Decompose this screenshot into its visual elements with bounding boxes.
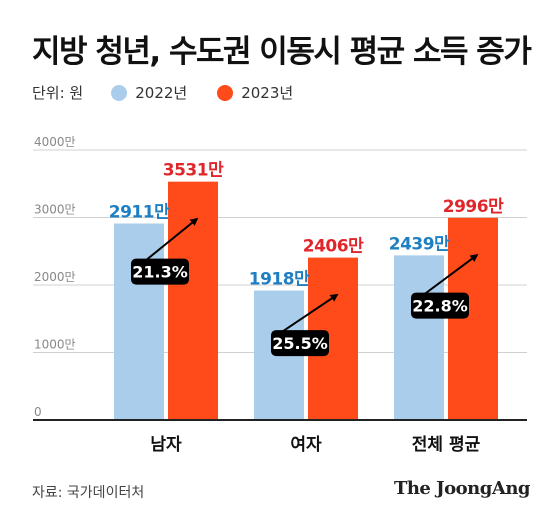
data-label-2022: 2911만: [109, 203, 170, 223]
legend-label-2023: 2023년: [241, 84, 294, 102]
data-label-2022: 1918만: [249, 270, 310, 290]
unit-label: 단위: 원: [32, 84, 84, 102]
bar-2023: [168, 181, 218, 420]
y-tick-label: 3000만: [34, 203, 76, 217]
data-label-2023: 2996만: [443, 197, 504, 217]
y-tick-label: 2000만: [34, 270, 76, 284]
growth-badge: [411, 292, 469, 319]
bar-2023: [448, 217, 498, 420]
bar-2022: [394, 255, 444, 420]
legend-swatch-2023: [217, 84, 234, 101]
data-label-2023: 3531만: [163, 161, 224, 181]
data-label-2022: 2439만: [389, 234, 450, 254]
x-category-label: 여자: [290, 435, 322, 455]
growth-badge: [271, 330, 329, 357]
growth-badge-label: 22.8%: [412, 297, 468, 316]
legend-swatch-2022: [111, 84, 128, 101]
legend-label-2022: 2022년: [135, 84, 188, 102]
brand-logo: The JoongAng: [393, 478, 531, 499]
x-category-label: 전체 평균: [412, 435, 481, 455]
x-category-label: 남자: [150, 435, 182, 455]
growth-badge: [131, 258, 189, 285]
legend: 단위: 원 2022년 2023년: [32, 82, 323, 103]
bar-2022: [114, 223, 164, 420]
data-label-2023: 2406만: [303, 237, 364, 257]
y-tick-label: 4000만: [34, 135, 76, 149]
y-tick-label: 0: [34, 405, 42, 419]
y-tick-label: 1000만: [34, 338, 76, 352]
chart-title: 지방 청년, 수도권 이동시 평균 소득 증가: [32, 34, 532, 70]
growth-badge-label: 21.3%: [132, 263, 188, 282]
source-note: 자료: 국가데이터처: [32, 485, 145, 501]
growth-badge-label: 25.5%: [272, 334, 328, 353]
legend-item-2023: 2023년: [217, 82, 293, 103]
legend-item-2022: 2022년: [111, 82, 187, 103]
